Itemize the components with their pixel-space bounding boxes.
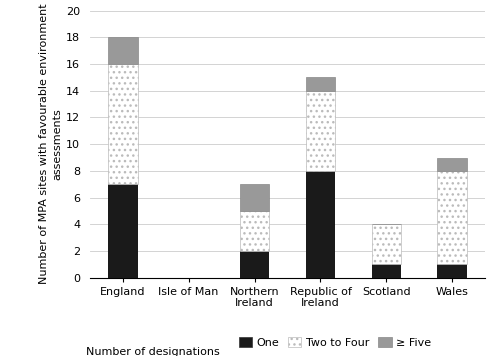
Bar [240, 184, 270, 211]
Legend: One, Two to Four, ≥ Five: One, Two to Four, ≥ Five [234, 333, 436, 352]
Bar [108, 37, 138, 64]
Bar [306, 171, 336, 278]
Bar [372, 224, 401, 264]
Text: Number of designations: Number of designations [86, 347, 220, 356]
Bar [438, 157, 467, 171]
Bar [372, 264, 401, 278]
Bar [306, 77, 336, 91]
Y-axis label: Number of MPA sites with favourable environment
assessments: Number of MPA sites with favourable envi… [39, 4, 62, 284]
Bar [108, 64, 138, 184]
Bar [306, 91, 336, 171]
Bar [108, 184, 138, 278]
Bar [438, 171, 467, 264]
Bar [240, 211, 270, 251]
Bar [240, 251, 270, 278]
Bar [438, 264, 467, 278]
